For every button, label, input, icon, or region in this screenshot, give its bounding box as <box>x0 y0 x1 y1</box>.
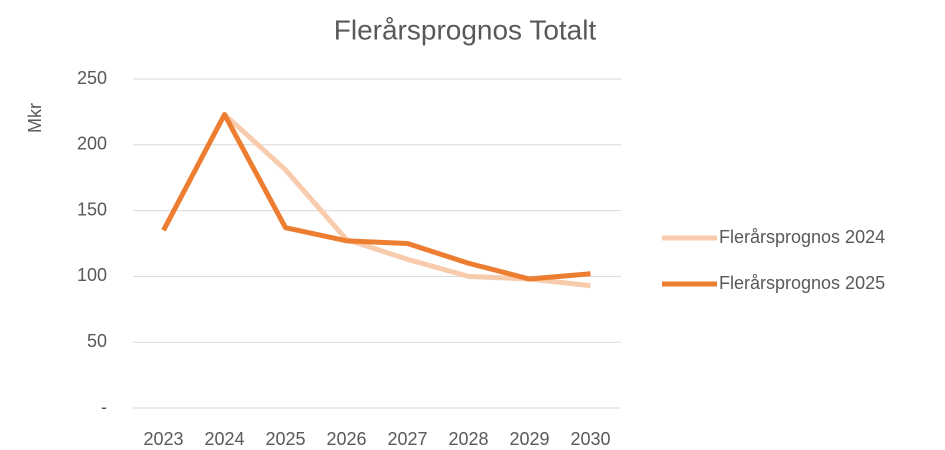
series-line <box>222 112 591 289</box>
y-tick-label: 100 <box>77 265 107 285</box>
x-tick-label: 2024 <box>204 429 244 449</box>
x-tick-label: 2023 <box>143 429 183 449</box>
x-tick-label: 2029 <box>509 429 549 449</box>
y-tick-label: 150 <box>77 199 107 219</box>
series-line <box>161 112 591 282</box>
y-axis-label: Mkr <box>25 103 45 133</box>
y-tick-label: 50 <box>87 331 107 351</box>
y-tick-label: - <box>101 397 107 417</box>
chart-title: Flerårsprognos Totalt <box>334 14 597 45</box>
x-tick-label: 2025 <box>265 429 305 449</box>
x-tick-label: 2030 <box>570 429 610 449</box>
legend-label: Flerårsprognos 2024 <box>719 227 885 247</box>
legend-label: Flerårsprognos 2025 <box>719 273 885 293</box>
x-tick-label: 2027 <box>387 429 427 449</box>
x-tick-label: 2026 <box>326 429 366 449</box>
y-tick-label: 200 <box>77 134 107 154</box>
x-tick-label: 2028 <box>448 429 488 449</box>
y-tick-label: 250 <box>77 68 107 88</box>
